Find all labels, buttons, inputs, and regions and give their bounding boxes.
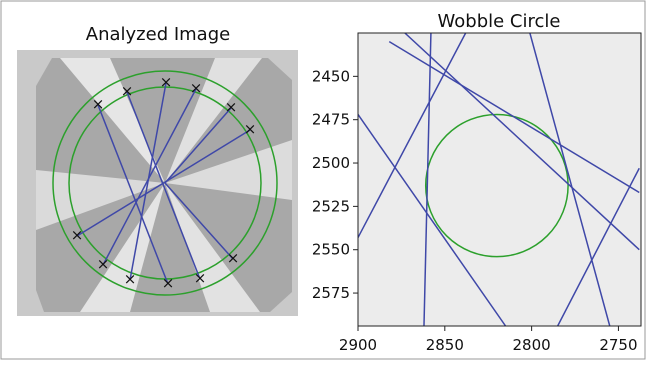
y-tick-label: 2450 xyxy=(312,67,350,85)
svg-text:×: × xyxy=(227,249,240,267)
y-tick-label: 2475 xyxy=(312,111,350,129)
x-tick-label: 2900 xyxy=(339,336,377,354)
x-tick-label: 2750 xyxy=(599,336,637,354)
svg-text:×: × xyxy=(97,255,110,273)
x-tick-label: 2800 xyxy=(513,336,551,354)
y-tick-label: 2550 xyxy=(312,241,350,259)
svg-text:×: × xyxy=(225,98,238,116)
analyzed-image: × × × × × × × × × × × × xyxy=(17,50,298,316)
left-title: Analyzed Image xyxy=(86,24,230,45)
svg-text:×: × xyxy=(244,120,257,138)
y-tick-label: 2525 xyxy=(312,197,350,215)
x-tick-label: 2850 xyxy=(426,336,464,354)
plot-background xyxy=(358,33,641,326)
svg-text:×: × xyxy=(194,269,207,287)
svg-text:×: × xyxy=(92,95,105,113)
svg-text:×: × xyxy=(71,226,84,244)
right-title: Wobble Circle xyxy=(438,11,561,32)
svg-text:×: × xyxy=(124,270,137,288)
y-tick-label: 2500 xyxy=(312,154,350,172)
y-tick-label: 2575 xyxy=(312,284,350,302)
figure: Analyzed Image Wobble Circle ×× ×× ×× ××… xyxy=(0,0,647,365)
svg-text:×: × xyxy=(190,79,203,97)
svg-text:×: × xyxy=(162,274,175,292)
svg-text:×: × xyxy=(121,82,134,100)
svg-text:×: × xyxy=(160,73,173,91)
